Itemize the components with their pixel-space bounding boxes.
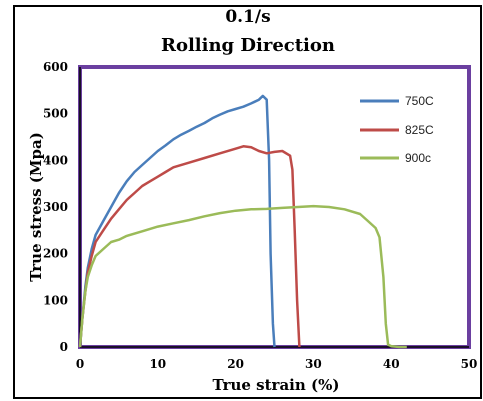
series-line-750c [78,94,276,348]
x-tick-labels: 0 10 20 30 40 50 [76,357,478,371]
y-tick-label: 0 [60,340,68,354]
series-line-900c [78,204,407,349]
series-lines [78,94,407,349]
x-tick-label: 30 [305,357,322,371]
y-tick-labels: 0 100 200 300 400 500 600 [43,60,68,354]
chart-subtitle: Rolling Direction [161,35,335,56]
y-axis-label: True stress (Mpa) [27,132,45,282]
y-tick-label: 500 [43,107,68,121]
y-tick-label: 600 [43,60,68,74]
y-tick-label: 100 [43,293,68,307]
y-tick-label: 400 [43,153,68,167]
legend-label-900c: 900c [405,151,431,165]
y-tick-label: 300 [43,200,68,214]
x-tick-label: 0 [76,357,84,371]
chart-title: 0.1/s [225,7,270,27]
legend: 750C 825C 900c [360,94,434,165]
x-tick-label: 20 [227,357,244,371]
x-tick-label: 10 [149,357,166,371]
x-tick-label: 50 [461,357,478,371]
x-tick-label: 40 [383,357,400,371]
legend-label-750c: 750C [405,94,434,108]
figure-border [13,5,482,399]
y-tick-label: 200 [43,247,68,261]
legend-label-825c: 825C [405,123,434,137]
series-line-825c [78,145,301,348]
x-axis-label: True strain (%) [213,376,340,394]
